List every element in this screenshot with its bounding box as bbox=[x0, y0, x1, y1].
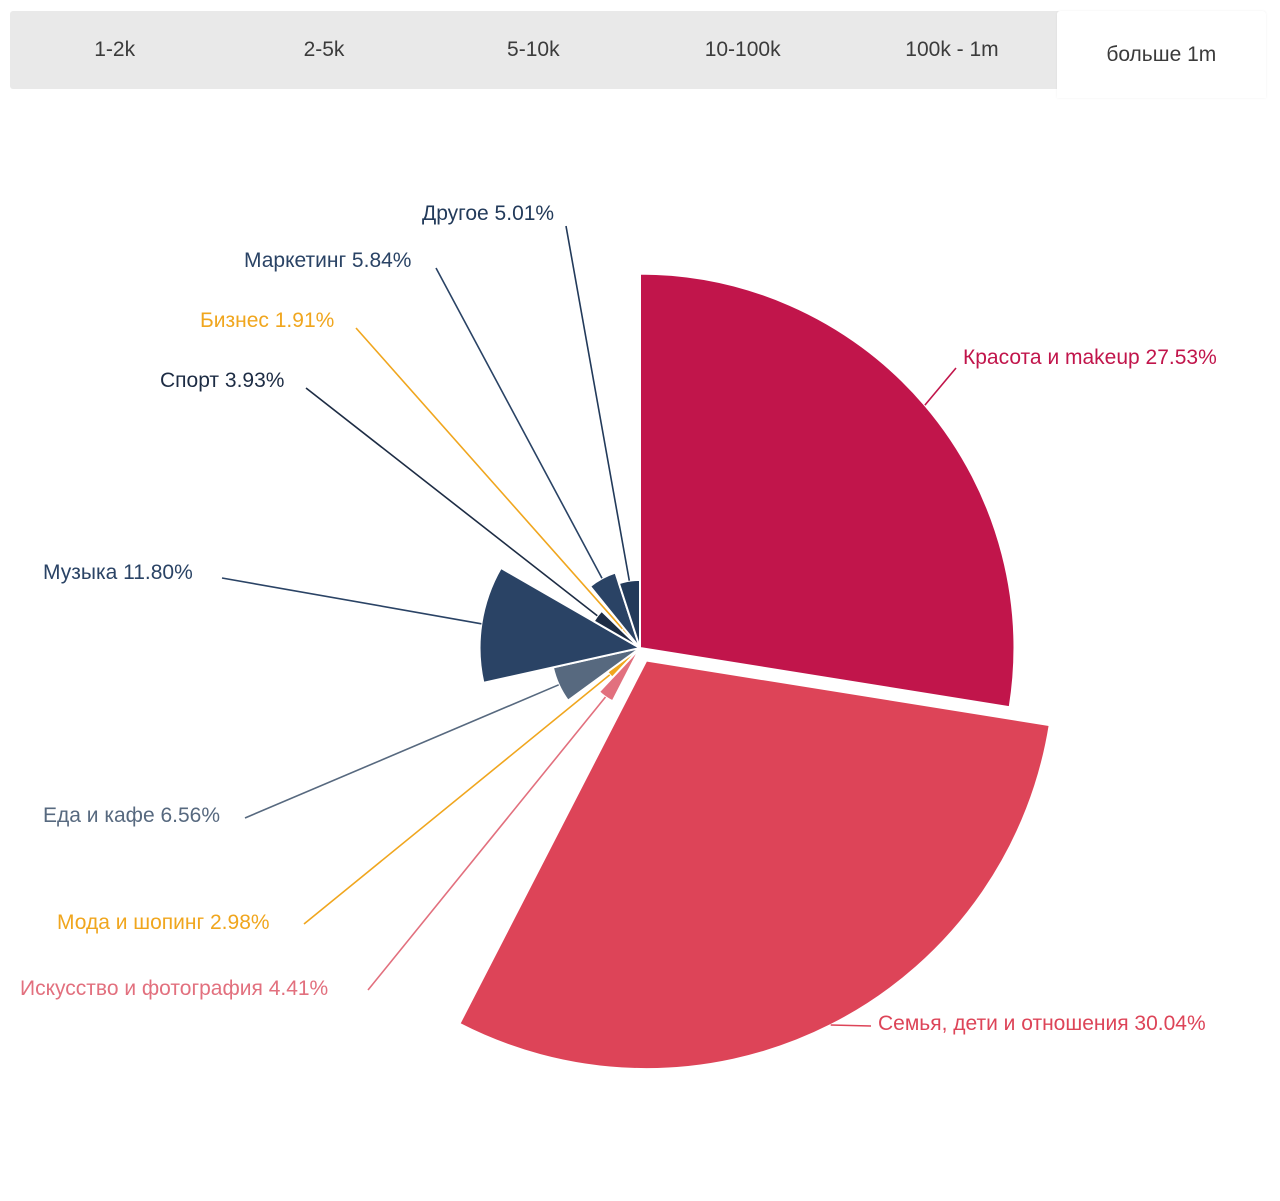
tab-1-2k[interactable]: 1-2k bbox=[94, 38, 136, 61]
slice-label-2: Искусство и фотография 4.41% bbox=[20, 977, 328, 1000]
leader-line-3 bbox=[303, 674, 611, 925]
slice-label-0: Красота и makeup 27.53% bbox=[963, 346, 1217, 369]
slice-8[interactable] bbox=[589, 571, 641, 649]
tab-2-5k[interactable]: 2-5k bbox=[303, 38, 345, 61]
tab-10-100k[interactable]: 10-100k bbox=[704, 38, 781, 61]
slice-label-5: Музыка 11.80% bbox=[43, 561, 193, 584]
slice-label-8: Маркетинг 5.84% bbox=[244, 249, 411, 272]
leader-line-8 bbox=[435, 267, 603, 579]
leader-line-0 bbox=[924, 367, 957, 406]
leader-line-6 bbox=[305, 387, 598, 617]
tab-5-10k[interactable]: 5-10k bbox=[507, 38, 560, 61]
leader-line-4 bbox=[244, 684, 560, 819]
slice-label-9: Другое 5.01% bbox=[422, 202, 554, 225]
tab-more-1m[interactable]: больше 1m bbox=[1056, 11, 1266, 98]
slice-label-3: Мода и шопинг 2.98% bbox=[57, 911, 270, 934]
followers-range-tabbar: 1-2k 2-5k 5-10k 10-100k 100k - 1m больше… bbox=[10, 11, 1266, 98]
slice-label-4: Еда и кафе 6.56% bbox=[43, 804, 220, 827]
slice-0[interactable] bbox=[639, 272, 1016, 709]
leader-line-7 bbox=[355, 327, 624, 630]
slice-label-6: Спорт 3.93% bbox=[160, 369, 284, 392]
slice-label-1: Семья, дети и отношения 30.04% bbox=[878, 1012, 1206, 1035]
tab-100k-1m[interactable]: 100k - 1m bbox=[905, 38, 999, 61]
slice-1[interactable] bbox=[458, 659, 1051, 1071]
leader-line-1 bbox=[830, 1024, 872, 1027]
slice-9[interactable] bbox=[617, 578, 641, 649]
slice-label-7: Бизнес 1.91% bbox=[200, 309, 334, 332]
leader-line-2 bbox=[367, 696, 607, 991]
slice-6[interactable] bbox=[592, 609, 641, 649]
leader-line-5 bbox=[221, 577, 482, 625]
leader-line-9 bbox=[565, 225, 631, 581]
